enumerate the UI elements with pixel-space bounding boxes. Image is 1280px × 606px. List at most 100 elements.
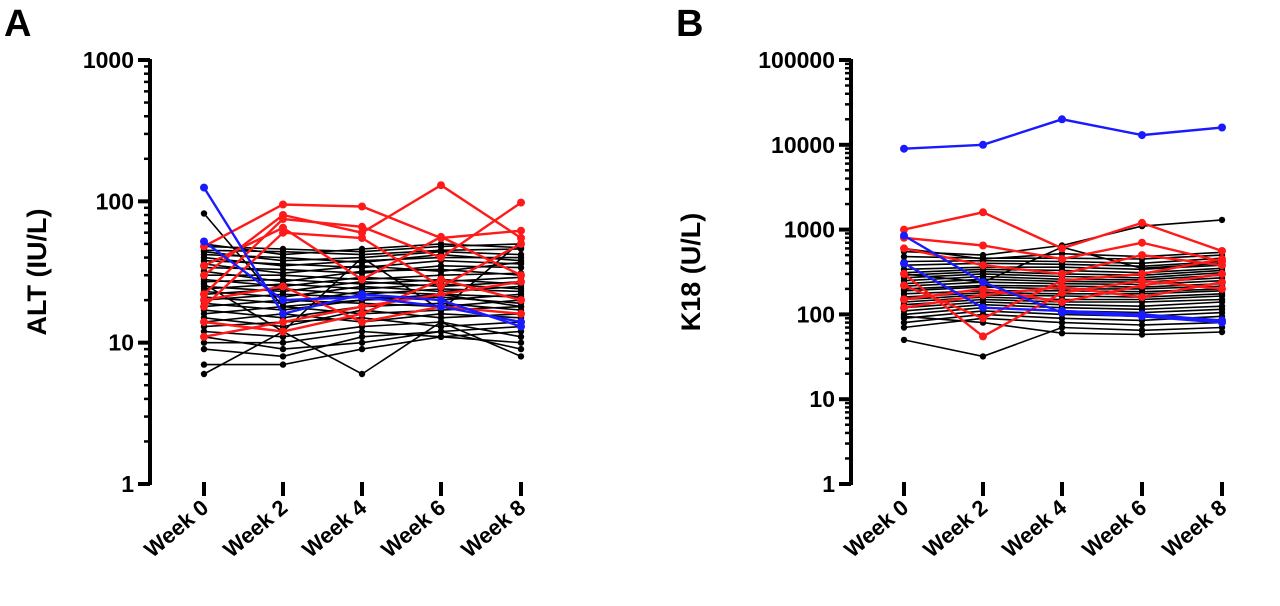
data-point <box>200 210 208 217</box>
data-point <box>1058 298 1066 306</box>
series-line <box>900 115 1226 153</box>
data-point <box>358 328 366 335</box>
data-point <box>1138 269 1146 278</box>
series-line <box>900 259 1226 325</box>
data-point <box>358 339 366 346</box>
data-point <box>900 324 908 331</box>
data-point <box>979 278 987 287</box>
series-line <box>900 208 1226 255</box>
y-tick-label: 1000 <box>784 217 835 243</box>
data-point <box>279 200 287 209</box>
data-point <box>279 353 287 360</box>
series-line <box>900 269 1226 341</box>
data-point <box>900 281 908 290</box>
x-tick-label: Week 0 <box>839 495 913 563</box>
series-line <box>200 228 525 311</box>
data-point <box>979 140 987 149</box>
data-point <box>437 248 445 255</box>
data-point <box>517 345 525 353</box>
data-point <box>517 271 525 280</box>
data-point <box>517 198 525 207</box>
data-point <box>200 183 208 192</box>
data-point <box>279 296 287 305</box>
series-line <box>200 275 525 336</box>
x-tick-label: Week 4 <box>997 494 1071 562</box>
data-point <box>358 254 366 261</box>
data-point <box>1058 250 1066 257</box>
data-point <box>1058 115 1066 124</box>
data-point <box>358 370 366 378</box>
data-point <box>437 314 445 321</box>
panel-b-x-tick-labels: Week 0 Week 2 Week 4 Week 6 Week 8 <box>839 482 1231 562</box>
panel-a-label: A <box>4 3 31 45</box>
data-point <box>1058 330 1066 337</box>
data-point <box>979 303 987 312</box>
series-line <box>200 277 525 341</box>
data-point <box>437 275 445 284</box>
data-point <box>358 293 366 302</box>
data-point <box>437 296 445 305</box>
data-point <box>1058 276 1066 285</box>
data-point <box>437 240 445 248</box>
data-point <box>517 296 525 305</box>
data-point <box>900 144 908 153</box>
data-point <box>279 228 287 237</box>
data-point <box>1138 265 1146 272</box>
data-point <box>1058 324 1066 331</box>
data-point <box>979 261 987 270</box>
data-point <box>517 309 525 318</box>
panel-b-y-axis-label: K18 (U/L) <box>676 213 706 332</box>
data-point <box>1218 278 1226 287</box>
data-point <box>517 318 525 326</box>
data-point <box>900 244 908 253</box>
data-point <box>1138 310 1146 319</box>
data-point <box>517 226 525 235</box>
data-point <box>437 323 445 330</box>
y-tick-label: 100000 <box>758 47 835 73</box>
series-line <box>900 324 1226 360</box>
data-point <box>1058 306 1066 315</box>
x-tick-label: Week 2 <box>218 495 292 563</box>
data-point <box>437 290 445 299</box>
data-point <box>358 245 366 253</box>
data-point <box>900 259 908 268</box>
data-point <box>358 318 366 326</box>
data-point <box>1138 131 1146 140</box>
data-point <box>1218 123 1226 132</box>
series-line <box>200 333 525 368</box>
x-tick-label: Week 8 <box>1157 495 1231 563</box>
data-point <box>279 318 287 326</box>
data-point <box>200 290 208 299</box>
data-point <box>279 251 287 258</box>
data-point <box>200 318 208 326</box>
data-point <box>900 313 908 320</box>
y-tick-label: 100 <box>96 188 134 214</box>
data-point <box>1218 216 1226 224</box>
data-point <box>979 353 987 360</box>
panel-b: B K18 (U/L) 1 10 100 1000 10000 100000 Week 0… <box>676 3 1231 562</box>
data-point <box>1218 261 1226 270</box>
data-point <box>279 327 287 336</box>
data-point <box>900 336 908 344</box>
data-point <box>1058 244 1066 253</box>
panel-a-y-axis-label: ALT (IU/L) <box>22 209 52 336</box>
data-point <box>437 181 445 190</box>
data-point <box>358 222 366 231</box>
series-line <box>200 198 525 299</box>
data-point <box>1218 269 1226 278</box>
data-point <box>1138 293 1146 302</box>
data-point <box>437 302 445 311</box>
y-tick-label: 100 <box>797 301 835 327</box>
data-point <box>1218 247 1226 255</box>
data-point <box>279 361 287 368</box>
data-point <box>200 296 208 305</box>
data-point <box>279 257 287 264</box>
data-point <box>517 251 525 258</box>
y-tick-label: 1 <box>822 471 835 497</box>
data-point <box>358 270 366 277</box>
data-point <box>900 225 908 234</box>
data-point <box>279 333 287 340</box>
data-point <box>437 253 445 262</box>
